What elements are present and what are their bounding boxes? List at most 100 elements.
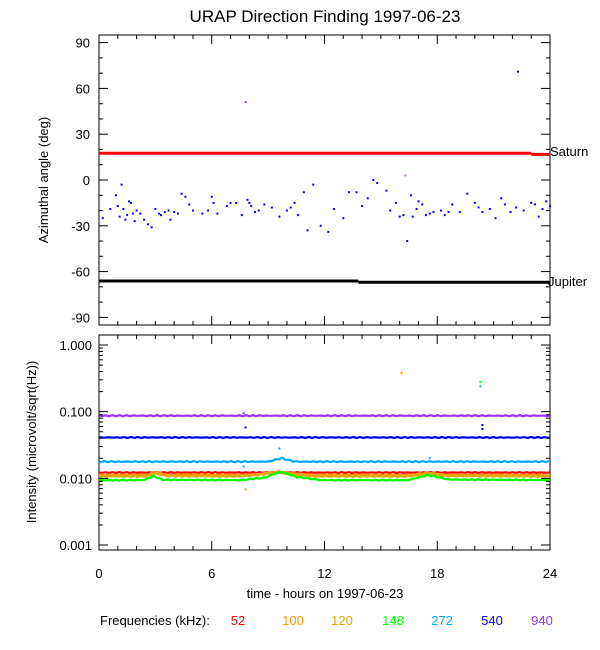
legend-entry-148: 148 xyxy=(382,613,404,628)
azimuth-tick-label: 30 xyxy=(76,127,90,142)
azimuth-point xyxy=(409,194,412,197)
x-tick-label: 24 xyxy=(543,566,557,581)
azimuth-point xyxy=(116,204,119,207)
azimuth-point xyxy=(210,195,213,198)
azimuth-point xyxy=(176,212,179,215)
azimuth-tick-label: 60 xyxy=(76,81,90,96)
azimuth-point xyxy=(129,201,132,204)
intensity-tick-label: 0.010 xyxy=(59,471,92,486)
azimuth-point xyxy=(545,200,548,203)
azimuth-point xyxy=(101,217,104,220)
azimuth-point xyxy=(376,182,379,185)
azimuth-point xyxy=(146,223,149,226)
azimuth-point xyxy=(154,208,157,210)
azimuth-point xyxy=(201,212,204,215)
azimuth-point xyxy=(133,220,136,223)
series-100-khz-point xyxy=(400,372,403,375)
azimuth-point xyxy=(180,192,183,195)
azimuth-point xyxy=(163,211,166,214)
azimuth-point xyxy=(515,206,518,209)
azimuth-point xyxy=(235,201,238,204)
azimuth-point xyxy=(188,203,191,206)
legend-entry-940: 940 xyxy=(531,613,553,628)
azimuth-point xyxy=(411,215,414,218)
azimuth-point xyxy=(167,209,170,212)
azimuth-point xyxy=(118,215,121,218)
azimuth-point xyxy=(533,203,536,206)
azimuth-point xyxy=(270,206,273,209)
azimuth-point xyxy=(398,215,401,218)
azimuth-point xyxy=(421,203,424,206)
azimuth-point xyxy=(537,215,540,218)
legend-entry-272: 272 xyxy=(431,613,453,628)
series-148-khz-point xyxy=(479,380,482,383)
azimuth-point xyxy=(389,209,392,212)
azimuth-point xyxy=(122,208,125,210)
azimuth-point xyxy=(139,212,142,215)
azimuth-point xyxy=(355,191,358,194)
intensity-plot-frame xyxy=(98,334,551,551)
azimuth-point xyxy=(447,211,450,214)
azimuth-point xyxy=(415,208,418,210)
frequency-legend: Frequencies (kHz): 52 100 120 148 272 540 940 xyxy=(100,613,553,628)
intensity-tick-label: 1.000 xyxy=(59,338,92,353)
x-tick-label: 6 xyxy=(208,566,215,581)
azimuth-axis-label: Azimuthal angle (deg) xyxy=(36,117,51,243)
azimuth-point xyxy=(248,201,251,204)
azimuth-point xyxy=(488,208,491,210)
azimuth-point xyxy=(494,217,497,220)
azimuth-point xyxy=(394,201,397,204)
series-272-khz-line xyxy=(98,456,551,464)
azimuth-point xyxy=(229,201,232,204)
jupiter-label: Jupiter xyxy=(548,274,588,289)
azimuth-point xyxy=(424,214,427,217)
azimuth-point xyxy=(404,174,407,177)
azimuth-point xyxy=(143,218,146,221)
azimuth-point xyxy=(319,224,322,227)
series-272-khz-point xyxy=(479,385,482,388)
azimuth-point xyxy=(509,211,512,214)
azimuth-point xyxy=(432,211,435,214)
azimuth-point xyxy=(549,204,551,207)
azimuth-tick-label: 90 xyxy=(76,36,90,51)
azimuth-point xyxy=(253,211,256,214)
azimuth-point xyxy=(150,226,153,229)
azimuth-tick-label: -60 xyxy=(71,265,90,280)
x-tick-label: 0 xyxy=(95,566,102,581)
chart-title: URAP Direction Finding 1997-06-23 xyxy=(190,7,461,26)
series-100-khz-point xyxy=(244,488,247,491)
azimuth-point xyxy=(263,203,266,206)
azimuth-point xyxy=(342,217,345,220)
series-540-khz-point xyxy=(481,424,484,427)
azimuth-point xyxy=(481,211,484,214)
azimuth-point xyxy=(158,212,161,215)
series-120-khz-line xyxy=(98,471,551,479)
azimuth-point xyxy=(109,208,112,210)
azimuth-point xyxy=(135,209,138,212)
azimuth-point xyxy=(246,198,249,201)
azimuth-point xyxy=(347,191,350,194)
azimuth-point xyxy=(406,240,409,243)
intensity-axis-label: Intensity (microvolt/sqrt(Hz)) xyxy=(24,361,39,524)
azimuth-point xyxy=(184,195,187,198)
intensity-tick-label: 0.001 xyxy=(59,538,92,553)
intensity-panel: 1.000 0.100 0.010 0.001 0 6 12 18 24 Intensity … xyxy=(24,334,557,601)
azimuth-point xyxy=(160,214,163,217)
series-540-khz-point xyxy=(244,426,247,429)
azimuth-point xyxy=(126,214,129,217)
legend-entry-540: 540 xyxy=(481,613,503,628)
azimuth-point xyxy=(458,211,461,214)
azimuth-point xyxy=(332,208,335,210)
azimuth-tick-label: 0 xyxy=(83,173,90,188)
azimuth-point xyxy=(302,191,305,194)
intensity-tick-label: 0.100 xyxy=(59,405,92,420)
azimuth-point xyxy=(503,203,506,206)
azimuth-point xyxy=(327,230,330,233)
azimuth-point xyxy=(443,214,446,217)
series-148-khz-line xyxy=(98,470,551,482)
azimuth-point xyxy=(191,209,194,212)
azimuth-point xyxy=(500,197,503,200)
azimuth-point xyxy=(285,209,288,212)
azimuth-panel: 90 60 30 0 -30 -60 -90 Saturn Jupiter Azimutha… xyxy=(36,34,588,326)
